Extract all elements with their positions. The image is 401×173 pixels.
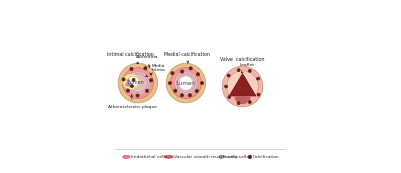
Text: Lumen: Lumen — [176, 81, 195, 86]
Text: Leaflet: Leaflet — [239, 63, 254, 73]
Circle shape — [227, 71, 258, 102]
Circle shape — [128, 90, 129, 91]
Circle shape — [129, 84, 132, 86]
Circle shape — [197, 74, 198, 75]
Polygon shape — [200, 81, 204, 85]
Polygon shape — [227, 74, 230, 77]
Circle shape — [130, 84, 131, 86]
Text: Valve  calcification: Valve calcification — [220, 57, 265, 62]
Text: Calcification: Calcification — [253, 155, 279, 159]
Polygon shape — [168, 81, 172, 85]
Circle shape — [189, 95, 190, 96]
Circle shape — [175, 72, 197, 94]
Polygon shape — [126, 89, 130, 92]
Polygon shape — [248, 69, 251, 72]
Circle shape — [201, 83, 203, 84]
Circle shape — [175, 90, 176, 91]
Circle shape — [151, 80, 152, 81]
Circle shape — [222, 66, 263, 107]
Circle shape — [127, 84, 128, 85]
Polygon shape — [229, 74, 256, 96]
Circle shape — [249, 102, 250, 103]
Text: Lumen: Lumen — [128, 80, 144, 85]
Polygon shape — [196, 73, 200, 76]
Polygon shape — [122, 78, 125, 81]
Polygon shape — [257, 77, 259, 80]
Circle shape — [238, 70, 239, 71]
Text: Vascular smooth muscle cells: Vascular smooth muscle cells — [174, 155, 238, 159]
Polygon shape — [130, 67, 133, 71]
Polygon shape — [180, 70, 184, 73]
Polygon shape — [171, 72, 174, 75]
Polygon shape — [174, 89, 177, 92]
Circle shape — [190, 68, 191, 69]
Polygon shape — [228, 95, 231, 98]
Polygon shape — [136, 94, 139, 97]
Circle shape — [133, 79, 134, 80]
Circle shape — [123, 79, 124, 80]
Text: Intimal calcification: Intimal calcification — [107, 52, 154, 64]
Circle shape — [145, 68, 146, 69]
Text: Medial calcification: Medial calcification — [164, 52, 210, 63]
Ellipse shape — [122, 74, 140, 90]
Circle shape — [182, 71, 183, 72]
Polygon shape — [189, 67, 192, 70]
Polygon shape — [132, 78, 135, 81]
Circle shape — [179, 76, 193, 90]
Circle shape — [249, 156, 251, 158]
Circle shape — [257, 78, 259, 79]
Polygon shape — [145, 89, 149, 93]
Wedge shape — [234, 96, 251, 104]
Circle shape — [220, 156, 222, 158]
Circle shape — [258, 94, 259, 95]
Circle shape — [131, 68, 132, 70]
Circle shape — [146, 90, 148, 91]
Polygon shape — [150, 79, 153, 82]
Circle shape — [127, 72, 149, 94]
Polygon shape — [130, 85, 134, 88]
Circle shape — [131, 86, 132, 87]
Circle shape — [128, 80, 129, 82]
Circle shape — [127, 80, 130, 82]
Text: Atherosclerotic plaque: Atherosclerotic plaque — [108, 95, 157, 109]
Circle shape — [122, 68, 153, 98]
Circle shape — [118, 63, 158, 103]
Polygon shape — [195, 89, 198, 93]
Circle shape — [196, 90, 197, 92]
Circle shape — [225, 86, 227, 87]
Ellipse shape — [164, 156, 173, 158]
Text: Adventitia: Adventitia — [136, 55, 158, 67]
Text: Endothelial cells: Endothelial cells — [131, 155, 167, 159]
Circle shape — [229, 96, 230, 97]
Circle shape — [249, 70, 250, 71]
Circle shape — [126, 83, 129, 86]
Polygon shape — [225, 85, 228, 88]
Text: Intima: Intima — [146, 68, 166, 77]
Polygon shape — [237, 69, 240, 72]
Polygon shape — [180, 94, 184, 97]
Circle shape — [170, 68, 201, 98]
Wedge shape — [229, 88, 256, 103]
Ellipse shape — [123, 155, 130, 158]
Circle shape — [181, 95, 182, 96]
Circle shape — [238, 102, 239, 104]
Polygon shape — [188, 94, 192, 97]
Circle shape — [219, 155, 223, 159]
Circle shape — [137, 95, 138, 96]
Text: Foamy cells: Foamy cells — [223, 155, 249, 159]
Text: Media: Media — [150, 64, 165, 75]
Circle shape — [166, 63, 206, 103]
Polygon shape — [248, 155, 252, 159]
Circle shape — [169, 83, 170, 84]
Polygon shape — [237, 102, 240, 105]
Circle shape — [228, 75, 229, 76]
Circle shape — [172, 73, 173, 74]
Circle shape — [128, 74, 147, 93]
Circle shape — [128, 76, 139, 87]
Polygon shape — [248, 101, 251, 104]
Circle shape — [176, 74, 195, 93]
Polygon shape — [144, 67, 147, 70]
Polygon shape — [257, 93, 260, 96]
